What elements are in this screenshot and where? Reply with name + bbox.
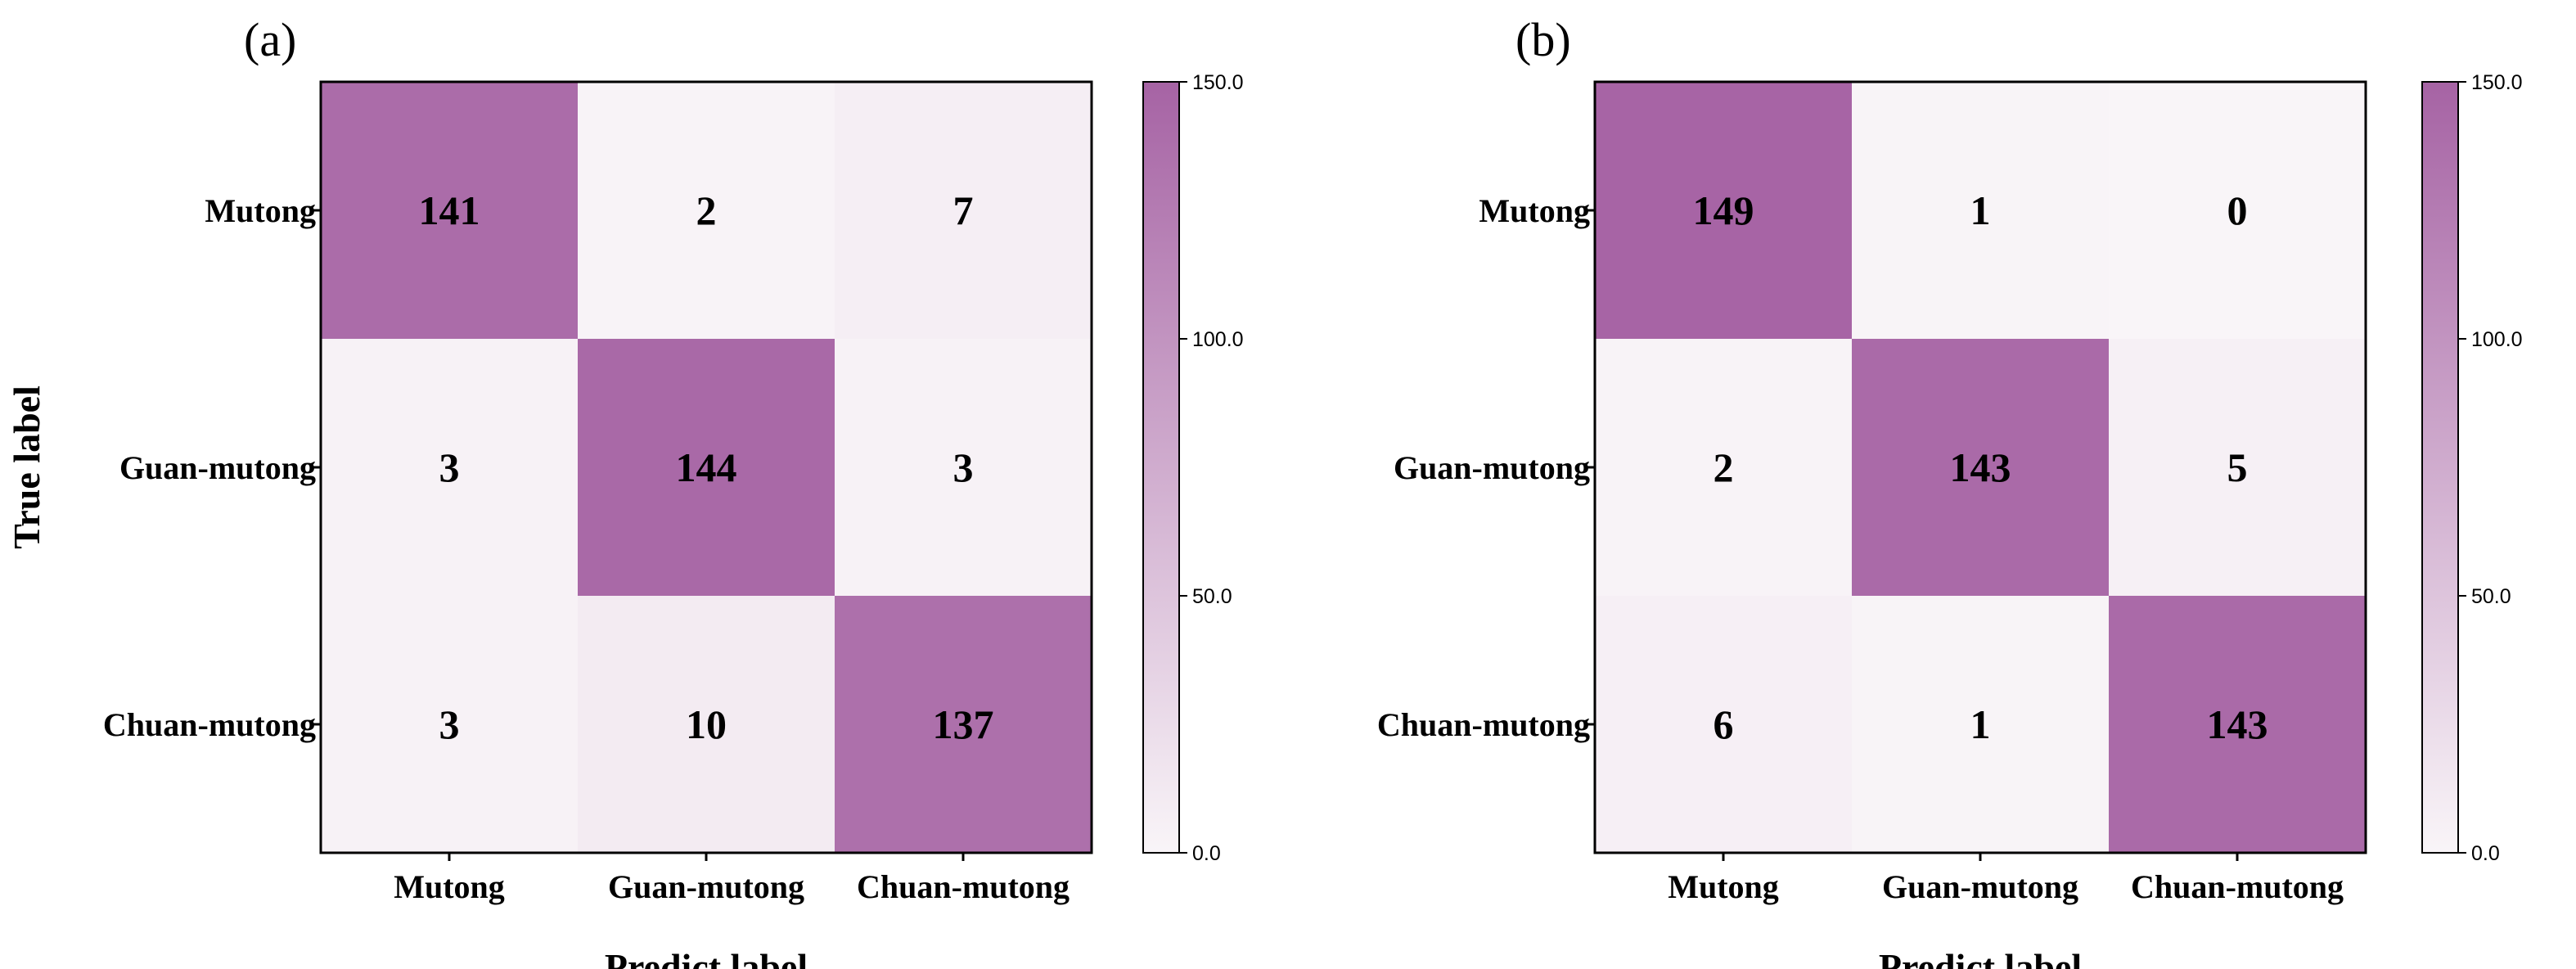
cell-value: 7 (953, 187, 974, 233)
x-tick-label: Chuan-mutong (2131, 868, 2344, 905)
y-tick-label: Chuan-mutong (103, 706, 316, 743)
matrix-cell (835, 339, 1092, 596)
matrix-cell (1595, 82, 1852, 339)
colorbar-tick-label: 50.0 (2471, 585, 2511, 608)
cell-value: 5 (2227, 444, 2248, 490)
cell-value: 144 (676, 444, 737, 490)
matrix-cell (1852, 82, 2109, 339)
panel-label: (b) (1515, 13, 1571, 66)
y-tick-label: Guan-mutong (119, 449, 316, 486)
cell-value: 149 (1693, 187, 1754, 233)
cell-value: 3 (953, 444, 974, 490)
matrix-cell (835, 82, 1092, 339)
cell-value: 1 (1970, 701, 1991, 747)
matrix-cell (321, 82, 578, 339)
y-tick-label: Mutong (205, 192, 316, 229)
cell-value: 137 (933, 701, 994, 747)
y-tick-label: Chuan-mutong (1377, 706, 1590, 743)
matrix-cell (835, 596, 1092, 853)
cell-value: 143 (2207, 701, 2268, 747)
colorbar-tick-label: 100.0 (1192, 328, 1244, 351)
matrix-cell (1852, 596, 2109, 853)
cell-value: 2 (1714, 444, 1734, 490)
colorbar-tick-label: 100.0 (2471, 328, 2523, 351)
x-axis-label: Predict label (1879, 946, 2082, 969)
cell-value: 141 (419, 187, 480, 233)
panel-b: (b) 149 1 0 2 143 5 6 1 143 Mutong Guan-mutong Chuan… (1377, 13, 2523, 969)
cell-value: 10 (686, 701, 727, 747)
colorbar-tick-label: 150.0 (1192, 71, 1244, 94)
matrix-cell (321, 339, 578, 596)
y-tick-label: Mutong (1479, 192, 1590, 229)
panel-label: (a) (244, 13, 296, 66)
x-tick-label: Mutong (394, 868, 505, 905)
x-tick-label: Chuan-mutong (857, 868, 1070, 905)
cell-value: 3 (439, 444, 460, 490)
matrix-cell (2109, 339, 2366, 596)
panel-a: (a)141 2 73 144 33 10 137MutongGuan-mutongChua… (6, 13, 1244, 969)
matrix-cell (578, 339, 835, 596)
matrix-cell (578, 596, 835, 853)
colorbar (1142, 81, 1180, 854)
matrix-cell (2109, 596, 2366, 853)
y-tick-label: Guan-mutong (1394, 449, 1590, 486)
cell-value: 1 (1970, 187, 1991, 233)
cell-value: 2 (696, 187, 717, 233)
matrix-cell (1595, 596, 1852, 853)
matrix-cell (2109, 82, 2366, 339)
x-tick-label: Guan-mutong (1882, 868, 2078, 905)
x-tick-label: Mutong (1668, 868, 1779, 905)
x-tick-label: Guan-mutong (608, 868, 804, 905)
y-axis-label: True label (6, 385, 47, 549)
cell-value: 3 (439, 701, 460, 747)
cell-value: 0 (2227, 187, 2248, 233)
cell-value: 143 (1950, 444, 2011, 490)
cell-value: 6 (1714, 701, 1734, 747)
colorbar-tick-label: 0.0 (2471, 842, 2500, 865)
colorbar-tick-label: 50.0 (1192, 585, 1232, 608)
matrix-cell (321, 596, 578, 853)
x-axis-label: Predict label (605, 946, 808, 969)
colorbar-tick-label: 0.0 (1192, 842, 1221, 865)
matrix-cell (578, 82, 835, 339)
matrix-cell (1852, 339, 2109, 596)
matrix-cell (1595, 339, 1852, 596)
colorbar-tick-label: 150.0 (2471, 71, 2523, 94)
colorbar (2421, 81, 2459, 854)
